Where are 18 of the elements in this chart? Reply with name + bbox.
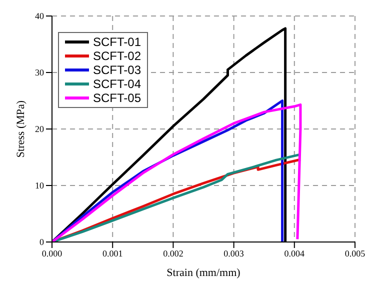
- y-tick-label: 20: [35, 124, 44, 134]
- x-tick-label: 0.000: [42, 248, 63, 258]
- x-axis-title: Strain (mm/mm): [166, 267, 241, 279]
- legend-label: SCFT-01: [93, 35, 142, 49]
- x-tick-label: 0.003: [224, 248, 244, 258]
- legend-label: SCFT-02: [93, 49, 142, 63]
- legend-label: SCFT-05: [93, 91, 142, 105]
- legend-label: SCFT-04: [93, 77, 142, 91]
- y-tick-label: 40: [35, 11, 44, 22]
- x-tick-label: 0.004: [284, 248, 306, 258]
- x-tick-label: 0.005: [344, 248, 366, 258]
- y-tick-label: 10: [35, 180, 44, 191]
- y-tick-label: 0: [40, 237, 44, 248]
- y-axis-title: Stress (MPa): [14, 100, 27, 158]
- y-tick-label: 30: [35, 68, 44, 78]
- x-tick-label: 0.001: [102, 248, 123, 258]
- x-tick-label: 0.002: [163, 248, 184, 258]
- legend-label: SCFT-03: [93, 63, 142, 77]
